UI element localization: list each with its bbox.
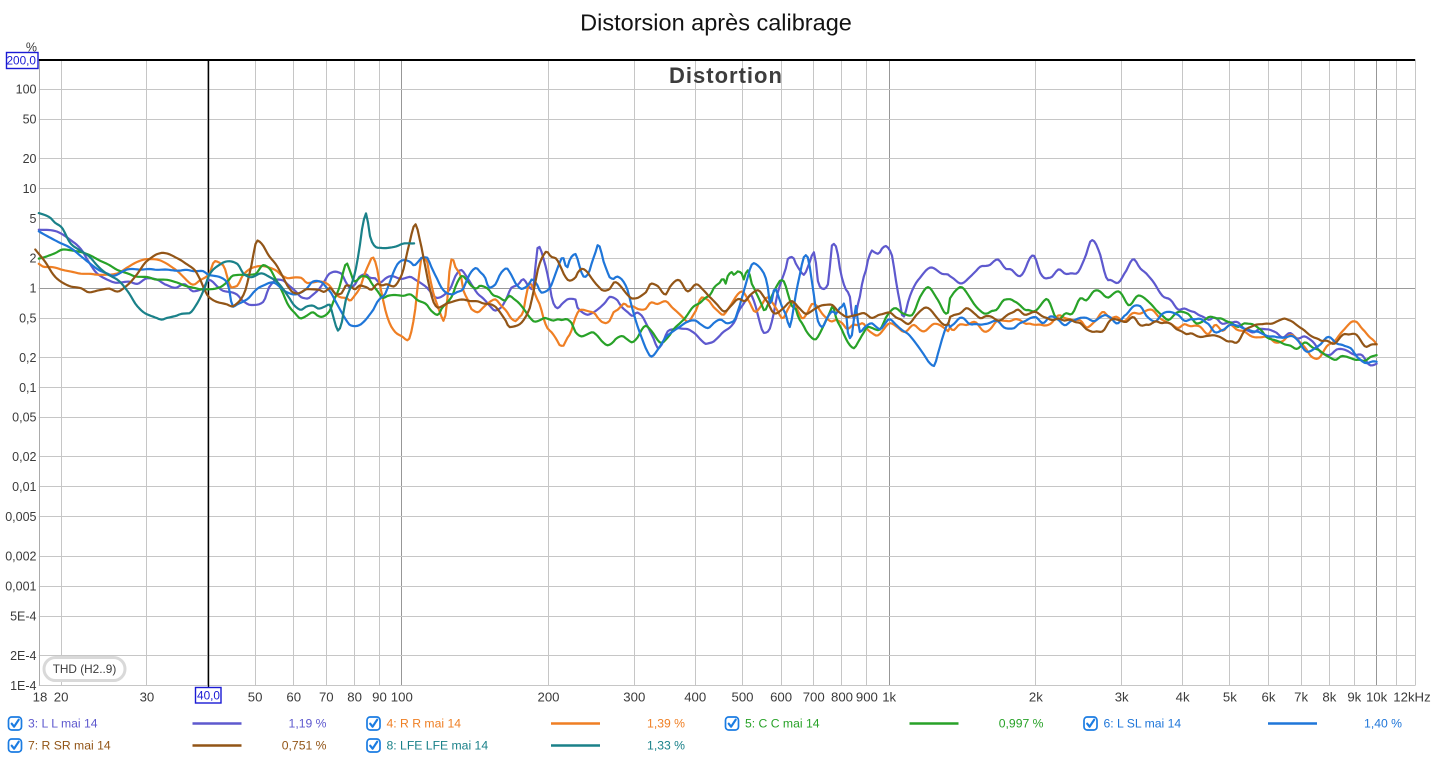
svg-text:0,5: 0,5: [19, 311, 36, 325]
svg-text:Distortion: Distortion: [669, 63, 783, 88]
svg-text:20: 20: [23, 152, 37, 166]
svg-text:6: L SL mai 14: 6: L SL mai 14: [1104, 717, 1182, 731]
svg-text:9k: 9k: [1347, 690, 1361, 705]
svg-text:0,2: 0,2: [19, 351, 36, 365]
svg-text:1,33 %: 1,33 %: [647, 739, 685, 753]
svg-text:600: 600: [770, 690, 792, 705]
svg-text:80: 80: [347, 690, 362, 705]
svg-text:0,005: 0,005: [5, 510, 36, 524]
svg-text:3: L L mai 14: 3: L L mai 14: [28, 717, 98, 731]
svg-text:12kHz: 12kHz: [1393, 690, 1430, 705]
svg-text:0,002: 0,002: [5, 550, 36, 564]
svg-text:10k: 10k: [1366, 690, 1388, 705]
svg-text:10: 10: [23, 182, 37, 196]
svg-text:100: 100: [16, 83, 37, 97]
svg-text:0,001: 0,001: [5, 580, 36, 594]
svg-text:500: 500: [731, 690, 753, 705]
svg-text:50: 50: [23, 113, 37, 127]
svg-text:2k: 2k: [1029, 690, 1043, 705]
svg-text:800: 800: [831, 690, 853, 705]
svg-text:40,0: 40,0: [197, 689, 220, 703]
svg-text:0,05: 0,05: [12, 411, 36, 425]
svg-text:3k: 3k: [1115, 690, 1129, 705]
svg-text:1k: 1k: [882, 690, 896, 705]
svg-text:THD (H2..9): THD (H2..9): [53, 662, 117, 676]
svg-text:4k: 4k: [1176, 690, 1190, 705]
svg-text:700: 700: [803, 690, 825, 705]
svg-text:0,997 %: 0,997 %: [999, 717, 1044, 731]
svg-text:2: 2: [30, 252, 37, 266]
svg-text:200: 200: [537, 690, 559, 705]
svg-text:1E-4: 1E-4: [10, 679, 36, 693]
svg-text:0,1: 0,1: [19, 381, 36, 395]
svg-text:0,01: 0,01: [12, 480, 36, 494]
svg-text:20: 20: [54, 690, 69, 705]
svg-text:6k: 6k: [1262, 690, 1276, 705]
svg-text:%: %: [26, 41, 37, 55]
svg-text:90: 90: [372, 690, 387, 705]
svg-text:5k: 5k: [1223, 690, 1237, 705]
svg-text:1,39 %: 1,39 %: [647, 717, 685, 731]
svg-text:5: C C mai 14: 5: C C mai 14: [745, 717, 820, 731]
svg-text:1,40 %: 1,40 %: [1364, 717, 1402, 731]
svg-text:0,02: 0,02: [12, 450, 36, 464]
svg-text:400: 400: [684, 690, 706, 705]
svg-text:30: 30: [140, 690, 155, 705]
svg-text:7k: 7k: [1294, 690, 1308, 705]
svg-text:5E-4: 5E-4: [10, 609, 36, 623]
svg-text:200,0: 200,0: [6, 54, 36, 68]
svg-text:60: 60: [286, 690, 301, 705]
svg-text:4: R R mai 14: 4: R R mai 14: [387, 717, 462, 731]
svg-text:Distorsion après calibrage: Distorsion après calibrage: [580, 10, 852, 36]
svg-text:0,751 %: 0,751 %: [282, 739, 327, 753]
svg-text:5: 5: [30, 212, 37, 226]
svg-text:100: 100: [391, 690, 413, 705]
svg-text:2E-4: 2E-4: [10, 649, 36, 663]
svg-text:900: 900: [856, 690, 878, 705]
svg-text:1,19 %: 1,19 %: [289, 717, 327, 731]
svg-text:50: 50: [248, 690, 263, 705]
svg-text:1: 1: [30, 281, 37, 295]
svg-text:7: R SR mai 14: 7: R SR mai 14: [28, 739, 111, 753]
svg-text:300: 300: [623, 690, 645, 705]
svg-text:70: 70: [319, 690, 334, 705]
svg-text:8: LFE LFE mai 14: 8: LFE LFE mai 14: [387, 739, 489, 753]
svg-text:8k: 8k: [1322, 690, 1336, 705]
svg-text:18: 18: [33, 690, 48, 705]
